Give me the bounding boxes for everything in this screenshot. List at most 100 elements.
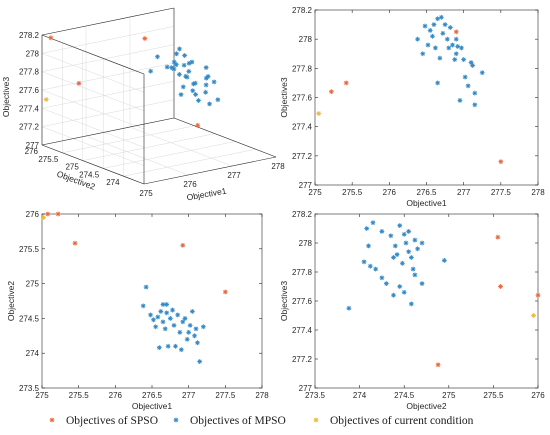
p4-spso-point — [535, 292, 541, 298]
p1-grid-line — [41, 108, 145, 148]
p4-spso-point — [498, 284, 503, 289]
p2-mpso-point — [430, 33, 435, 39]
p2-mpso-point — [435, 80, 441, 86]
p2-mpso-point — [442, 22, 448, 27]
p1-grid-line — [41, 81, 175, 109]
p3-ytick-label: 275 — [26, 280, 40, 289]
p3-mpso-point — [192, 333, 197, 339]
p1-ztick-label: 277.6 — [19, 86, 40, 95]
legend-label-mpso: Objectives of MPSO — [190, 415, 286, 427]
p3-mpso-point — [162, 326, 168, 332]
p2-ytick-label: 278.2 — [292, 6, 313, 15]
p1-grid-line — [41, 71, 145, 111]
p3-axes-box — [41, 213, 263, 389]
p4-mpso-point — [412, 272, 418, 278]
p2-mpso-point — [453, 51, 459, 57]
p1-xtick-label: 278 — [271, 162, 285, 171]
p4-mpso-point — [346, 305, 352, 311]
p1-mpso-point — [207, 101, 212, 107]
p2-mpso-point — [462, 74, 468, 80]
p1-grid-line — [62, 125, 195, 154]
p2-ytick-label: 277.8 — [292, 64, 313, 73]
p4-mpso-point — [415, 246, 420, 252]
p4-ytick-label: 278 — [299, 239, 313, 248]
p4-ytick-label: 277.4 — [292, 326, 313, 335]
p4-mpso-point — [392, 243, 398, 249]
p4-xlabel: Objective2 — [406, 401, 446, 411]
p3-mpso-point — [195, 340, 200, 346]
p4-mpso-point — [419, 281, 425, 286]
p2-mpso-point — [425, 42, 431, 48]
p2-mpso-point — [422, 23, 428, 29]
p1-grid-line — [103, 141, 236, 169]
p1-grid-line — [82, 133, 215, 161]
p1-mpso-point — [215, 97, 221, 103]
p2-mpso-point — [465, 83, 471, 89]
legend-marker-current — [313, 417, 319, 423]
p3-xtick-label: 276 — [109, 391, 123, 400]
p2-mpso-point — [472, 90, 478, 96]
p1-mpso-point — [203, 65, 209, 70]
p4-xtick-label: 274.5 — [394, 391, 415, 400]
p1-mpso-point — [203, 89, 209, 95]
p1-grid-line — [41, 44, 175, 72]
p1-mpso-point — [191, 81, 196, 87]
p4-ytick-label: 277.6 — [292, 297, 313, 306]
p4-mpso-point — [394, 252, 400, 257]
p4-mpso-point — [383, 281, 389, 286]
p1-ztick-label: 277.2 — [19, 123, 40, 132]
p3-spso-point — [55, 211, 61, 217]
p1-grid-line — [123, 148, 256, 177]
p3-mpso-point — [180, 319, 186, 325]
p2-current-point — [316, 111, 322, 116]
legend-label-current: Objectives of current condition — [330, 415, 474, 427]
p1-ztick-label: 277.8 — [19, 68, 40, 77]
p4-mpso-point — [361, 259, 367, 265]
p4-mpso-point — [367, 263, 373, 269]
p3-mpso-point — [158, 309, 164, 314]
p4-spso-point — [495, 234, 501, 240]
p2-ytick-label: 278 — [299, 35, 313, 44]
p1-zlabel: Objective3 — [1, 77, 11, 117]
p4-mpso-point — [408, 255, 414, 260]
p2-mpso-point — [433, 45, 438, 51]
p4-mpso-point — [401, 289, 407, 295]
p2-xlabel: Objective1 — [406, 198, 446, 208]
p2-mpso-point — [435, 16, 441, 22]
p2-mpso-point — [450, 42, 455, 48]
p1-mpso-point — [148, 68, 154, 74]
p1-mpso-point — [176, 72, 182, 77]
p3-spso-point — [180, 242, 186, 248]
p2-mpso-point — [446, 45, 452, 51]
p2-spso-point — [453, 29, 459, 35]
p1-mpso-point — [182, 53, 187, 58]
p4-ytick-label: 277.8 — [292, 268, 313, 277]
p4-mpso-point — [408, 301, 414, 307]
p3-mpso-point — [173, 343, 178, 349]
p4-mpso-point — [397, 284, 403, 289]
p2-mpso-point — [437, 55, 443, 61]
p3-mpso-point — [165, 343, 171, 349]
p1-axis-x — [143, 156, 277, 185]
p4-mpso-point — [379, 229, 385, 234]
p1-grid-line — [41, 89, 145, 130]
p3-ytick-label: 275.5 — [19, 245, 40, 254]
p3-mpso-point — [182, 316, 188, 321]
p2-mpso-point — [470, 63, 475, 68]
p4-ylabel: Objective3 — [279, 281, 289, 321]
p4-mpso-point — [403, 240, 409, 246]
p1-floor-edge — [41, 117, 175, 146]
p1-spso-point — [76, 80, 82, 86]
p4-mpso-point — [370, 220, 376, 226]
p4-mpso-point — [419, 240, 425, 246]
p3-spso-point — [72, 240, 78, 246]
p3-xtick-label: 275 — [35, 391, 49, 400]
p1-ytick-label: 276 — [25, 147, 39, 156]
p4-xtick-label: 276 — [531, 391, 545, 400]
p1-ytick-label: 275.5 — [38, 155, 59, 164]
p4-mpso-point — [388, 233, 394, 239]
p3-mpso-point — [143, 284, 149, 290]
p1-current-point — [43, 97, 49, 102]
p4-mpso-point — [397, 223, 403, 228]
p2-mpso-point — [438, 14, 444, 20]
